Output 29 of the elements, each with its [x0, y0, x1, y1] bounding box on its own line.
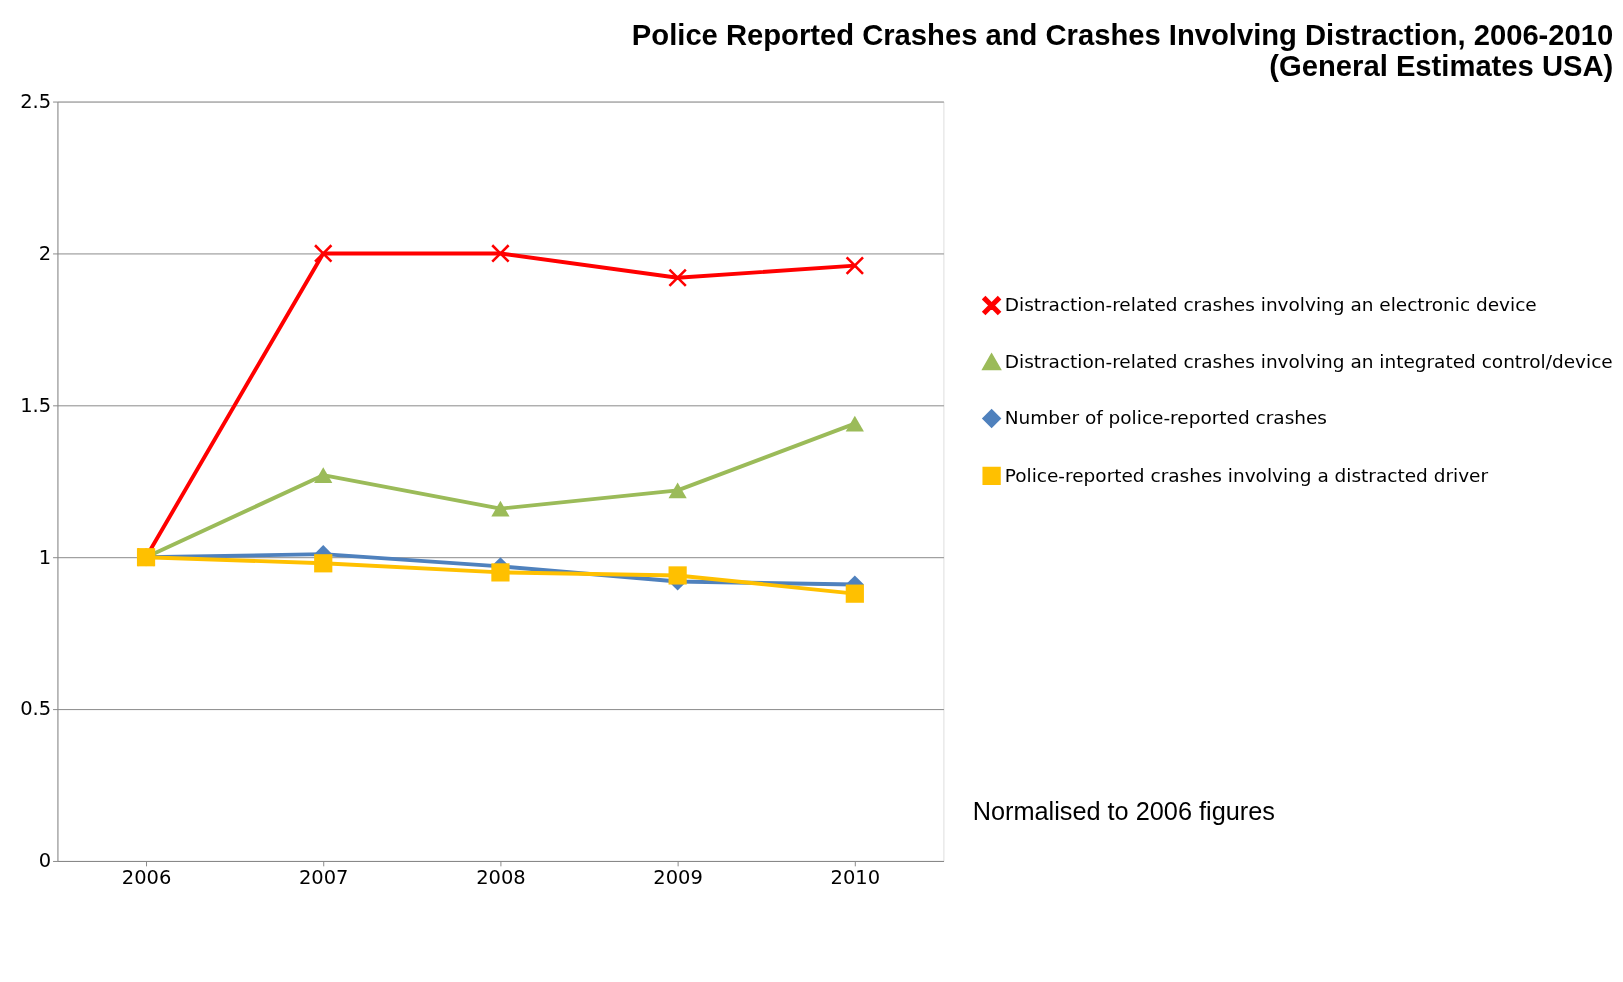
point: [668, 482, 687, 499]
legend-label: Distraction-related crashes involving an electronic device: [1004, 294, 1537, 316]
point: [314, 554, 333, 573]
point: [314, 467, 333, 484]
point: [668, 268, 687, 287]
legend-label: Distraction-related crashes involving an integrated control/device: [1004, 350, 1613, 372]
legend-label: Police-reported crashes involving a distracted driver: [1004, 464, 1489, 486]
text: Normalised to 2006 figures: [972, 797, 1275, 826]
y-tick-label: 0.5: [20, 697, 52, 721]
y-tick-label: 2.5: [20, 89, 52, 113]
text: Police Reported Crashes and Crashes Involving Distraction, 2006-2010: [631, 19, 1614, 52]
y-tick-label: 1: [38, 545, 52, 569]
y-tick-label: 2: [38, 241, 52, 265]
point: [314, 244, 333, 263]
point: [491, 500, 510, 517]
legend-label: Number of police-reported crashes: [1004, 407, 1327, 429]
x-tick-label: 2010: [830, 865, 881, 889]
y-tick-label: 0: [38, 849, 52, 873]
x-tick-label: 2008: [476, 865, 526, 889]
point: [845, 256, 864, 275]
x-tick-label: 2006: [121, 865, 172, 889]
point: [845, 584, 864, 603]
y-tick-label: 1.5: [20, 393, 52, 417]
x-tick-label: 2009: [653, 865, 703, 889]
text: (General Estimates USA): [1269, 50, 1614, 83]
point: [491, 563, 510, 582]
x-tick-label: 2007: [298, 865, 349, 889]
point: [668, 566, 687, 585]
point: [845, 415, 864, 432]
